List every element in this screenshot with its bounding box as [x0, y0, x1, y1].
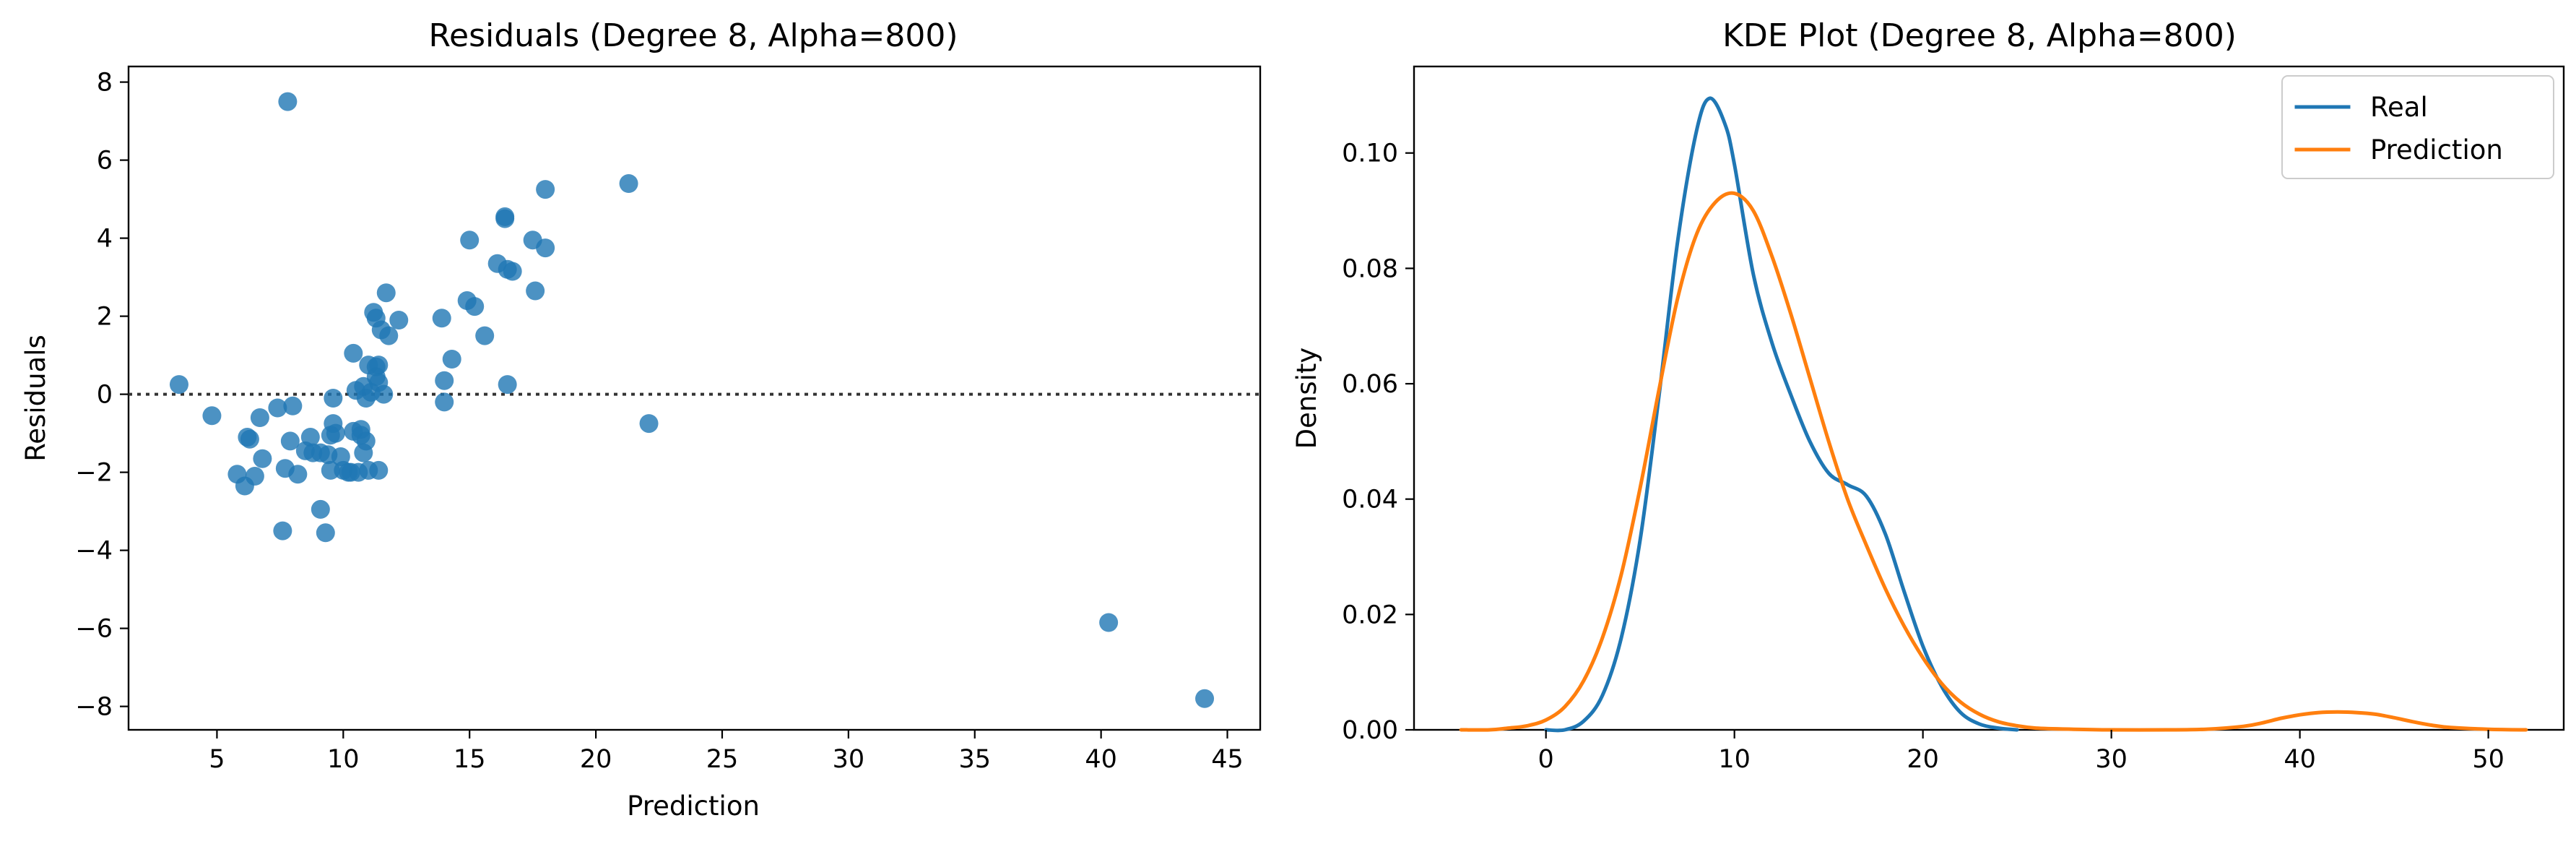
- residual-point-25: [324, 389, 343, 408]
- kde-y-tick-label-5: 0.10: [1342, 139, 1398, 168]
- residuals-x-tick-label-40: 40: [1085, 745, 1117, 774]
- residual-point-58: [435, 392, 454, 412]
- residual-point-72: [536, 180, 555, 199]
- residuals-y-tick-label-6: 6: [97, 147, 113, 176]
- legend-label-real: Real: [2370, 92, 2428, 123]
- residual-point-32: [344, 343, 363, 363]
- residual-point-18: [311, 499, 330, 519]
- residual-point-39: [356, 431, 376, 451]
- residual-point-68: [503, 262, 522, 281]
- residuals-y-tick-label--2: −2: [75, 459, 113, 488]
- residuals-y-ticks: −8 −6 −4 −2 0 2 4 6 8: [75, 69, 129, 722]
- residual-point-73: [536, 238, 555, 258]
- residual-point-54: [379, 326, 399, 345]
- residual-point-6: [245, 467, 264, 486]
- residuals-x-tick-label-10: 10: [327, 745, 360, 774]
- kde-y-tick-label-1: 0.02: [1342, 600, 1398, 629]
- kde-panel: KDE Plot (Degree 8, Alpha=800) 0 10 20 30 40…: [1291, 17, 2565, 774]
- residuals-x-tick-label-15: 15: [454, 745, 486, 774]
- residual-point-57: [435, 371, 454, 390]
- kde-y-tick-label-2: 0.04: [1342, 486, 1398, 514]
- residual-point-26: [326, 423, 345, 443]
- residuals-x-axis-label: Prediction: [627, 791, 760, 822]
- kde-lines: [1459, 96, 2528, 733]
- kde-x-tick-label-20: 20: [1907, 745, 1939, 774]
- residual-point-76: [278, 92, 298, 111]
- residuals-y-tick-label-2: 2: [97, 303, 113, 332]
- residuals-x-tick-label-20: 20: [580, 745, 612, 774]
- kde-x-tick-label-30: 30: [2095, 745, 2128, 774]
- kde-x-tick-label-0: 0: [1538, 745, 1554, 774]
- kde-line-real: [1544, 96, 2019, 733]
- kde-x-tick-label-40: 40: [2284, 745, 2316, 774]
- residuals-y-tick-label-8: 8: [97, 69, 113, 98]
- residual-point-71: [526, 281, 545, 301]
- legend-label-prediction: Prediction: [2370, 134, 2503, 165]
- residual-point-55: [389, 311, 409, 330]
- residuals-y-axis-label: Residuals: [20, 335, 51, 462]
- residual-point-66: [495, 207, 515, 226]
- residual-point-75: [639, 414, 659, 434]
- residual-point-69: [498, 375, 517, 395]
- residuals-plot-frame: [127, 65, 1262, 731]
- residual-point-16: [300, 428, 320, 447]
- legend-box: [2281, 75, 2554, 179]
- residuals-y-tick-label--6: −6: [75, 615, 113, 644]
- residual-point-9: [268, 398, 287, 418]
- kde-line-prediction: [1459, 191, 2528, 732]
- kde-y-axis-label: Density: [1291, 348, 1322, 449]
- residual-point-63: [475, 326, 495, 345]
- residuals-y-tick-label-0: 0: [97, 381, 113, 410]
- residuals-x-tick-label-5: 5: [209, 745, 225, 774]
- residual-point-13: [283, 396, 303, 415]
- residuals-x-tick-label-45: 45: [1211, 745, 1244, 774]
- residual-point-52: [374, 384, 394, 404]
- residual-point-61: [460, 231, 480, 250]
- residual-point-53: [376, 283, 396, 303]
- residual-point-12: [280, 431, 300, 451]
- residuals-x-tick-label-30: 30: [833, 745, 865, 774]
- residuals-panel: Residuals (Degree 8, Alpha=800) 5 10 15 20 2…: [20, 17, 1262, 822]
- kde-plot-frame: [1413, 65, 2565, 731]
- residual-point-59: [442, 350, 461, 369]
- residual-point-7: [250, 408, 269, 427]
- kde-y-ticks: 0.00 0.02 0.04 0.06 0.08 0.10: [1342, 139, 1414, 745]
- kde-x-tick-label-50: 50: [2472, 745, 2505, 774]
- residual-point-8: [253, 449, 272, 468]
- kde-legend: Real Prediction: [2281, 75, 2554, 179]
- residuals-y-tick-label--4: −4: [75, 537, 113, 566]
- residual-point-48: [369, 460, 389, 480]
- residual-point-49: [369, 356, 389, 375]
- residual-point-14: [288, 465, 308, 484]
- residuals-points: [169, 92, 1215, 708]
- residuals-y-tick-label-4: 4: [97, 225, 113, 254]
- kde-chart-title: KDE Plot (Degree 8, Alpha=800): [1722, 17, 2237, 54]
- kde-y-tick-label-4: 0.08: [1342, 254, 1398, 283]
- residual-point-56: [432, 309, 451, 328]
- residuals-x-tick-label-35: 35: [958, 745, 991, 774]
- kde-y-tick-label-3: 0.06: [1342, 370, 1398, 399]
- residuals-x-tick-label-25: 25: [706, 745, 739, 774]
- residual-point-74: [619, 174, 638, 193]
- residuals-chart-title: Residuals (Degree 8, Alpha=800): [428, 17, 958, 54]
- residual-point-77: [1099, 613, 1119, 632]
- residual-point-10: [273, 521, 292, 541]
- residual-point-62: [465, 297, 485, 316]
- residual-point-5: [240, 429, 259, 449]
- kde-x-tick-label-10: 10: [1718, 745, 1751, 774]
- kde-x-ticks: 0 10 20 30 40 50: [1538, 730, 2505, 774]
- residuals-x-ticks: 5 10 15 20 25 30 35 40 45: [209, 730, 1244, 774]
- residual-point-1: [202, 406, 222, 426]
- residual-point-78: [1195, 689, 1215, 708]
- residual-point-20: [316, 523, 335, 543]
- residuals-y-tick-label--8: −8: [75, 693, 113, 722]
- kde-y-tick-label-0: 0.00: [1342, 716, 1398, 745]
- residual-point-0: [169, 375, 188, 395]
